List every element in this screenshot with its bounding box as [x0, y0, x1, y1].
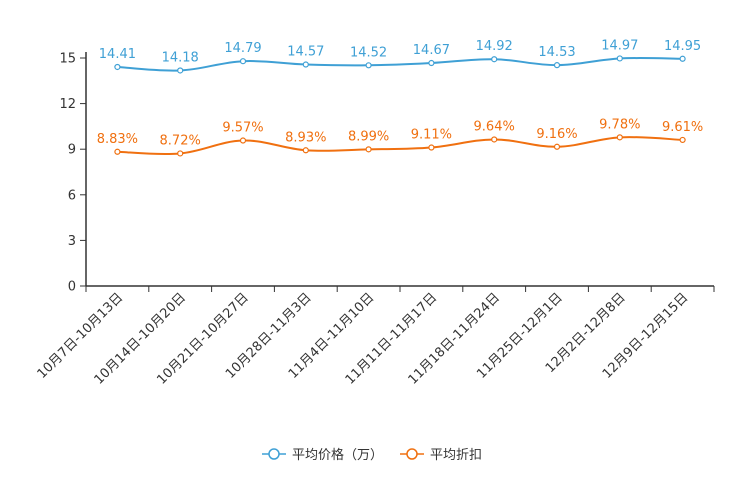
data-point[interactable] [302, 61, 309, 68]
y-tick-label: 15 [59, 52, 76, 67]
y-tick-label: 6 [68, 188, 76, 203]
data-point[interactable] [679, 136, 686, 144]
series-0: 14.41 14.18 14.79 14.57 14.52 14.67 14.92 14.53… [99, 38, 701, 74]
data-point[interactable] [428, 59, 435, 67]
y-tick-label: 12 [59, 97, 76, 112]
data-label: 8.99% [348, 129, 389, 144]
data-point[interactable] [365, 146, 372, 153]
data-label: 14.67 [413, 43, 450, 58]
data-point[interactable] [679, 55, 686, 62]
data-label: 14.41 [99, 47, 136, 62]
data-label: 9.78% [599, 117, 640, 132]
x-axis: 10月7日-10月13日10月14日-10月20日10月21日-10月27日10… [35, 285, 715, 388]
data-point[interactable] [428, 144, 435, 151]
data-label: 14.97 [601, 38, 638, 53]
data-label: 8.83% [97, 132, 138, 147]
data-point[interactable] [491, 56, 498, 63]
data-point[interactable] [553, 143, 561, 150]
y-tick-label: 3 [68, 234, 76, 249]
series-line [117, 136, 683, 156]
data-point[interactable] [616, 55, 623, 62]
data-label: 9.61% [662, 120, 703, 135]
data-label: 14.18 [162, 50, 199, 65]
y-tick-label: 9 [68, 143, 76, 158]
data-label: 8.93% [285, 130, 326, 145]
data-point[interactable] [239, 58, 247, 65]
legend-marker [406, 448, 418, 460]
data-point[interactable] [114, 148, 121, 155]
data-point[interactable] [239, 137, 247, 144]
y-tick-label: 0 [68, 280, 76, 295]
data-label: 14.53 [538, 45, 575, 60]
data-label: 14.79 [224, 41, 261, 56]
data-label: 14.57 [287, 45, 324, 60]
data-label: 8.72% [160, 133, 201, 148]
series-layer: 14.41 14.18 14.79 14.57 14.52 14.67 14.92 14.53… [97, 38, 703, 157]
data-point[interactable] [302, 147, 309, 154]
data-label: 9.64% [474, 119, 515, 134]
data-point[interactable] [491, 136, 498, 143]
data-label: 9.16% [536, 127, 577, 142]
data-label: 9.11% [411, 128, 452, 143]
data-point[interactable] [365, 62, 372, 69]
data-label: 14.95 [664, 39, 701, 54]
data-label: 14.92 [476, 39, 513, 54]
legend-item-0[interactable]: 平均价格（万） [262, 447, 383, 463]
y-axis: 0 3 6 9 12 15 [59, 52, 87, 295]
data-label: 9.57% [222, 121, 263, 136]
series-line [117, 57, 683, 72]
data-point[interactable] [177, 67, 184, 74]
data-label: 14.52 [350, 45, 387, 60]
legend-item-1[interactable]: 平均折扣 [400, 448, 482, 463]
legend-label: 平均折扣 [430, 448, 482, 463]
legend[interactable]: 平均价格（万） 平均折扣 [262, 447, 482, 463]
legend-label: 平均价格（万） [292, 447, 383, 463]
data-point[interactable] [114, 63, 121, 71]
data-point[interactable] [553, 62, 561, 69]
series-1: 8.83% 8.72% 9.57% 8.93% 8.99% 9.11% 9.64% 9.16%… [97, 117, 703, 157]
data-point[interactable] [177, 150, 184, 157]
legend-marker [268, 448, 280, 460]
data-point[interactable] [616, 134, 623, 141]
